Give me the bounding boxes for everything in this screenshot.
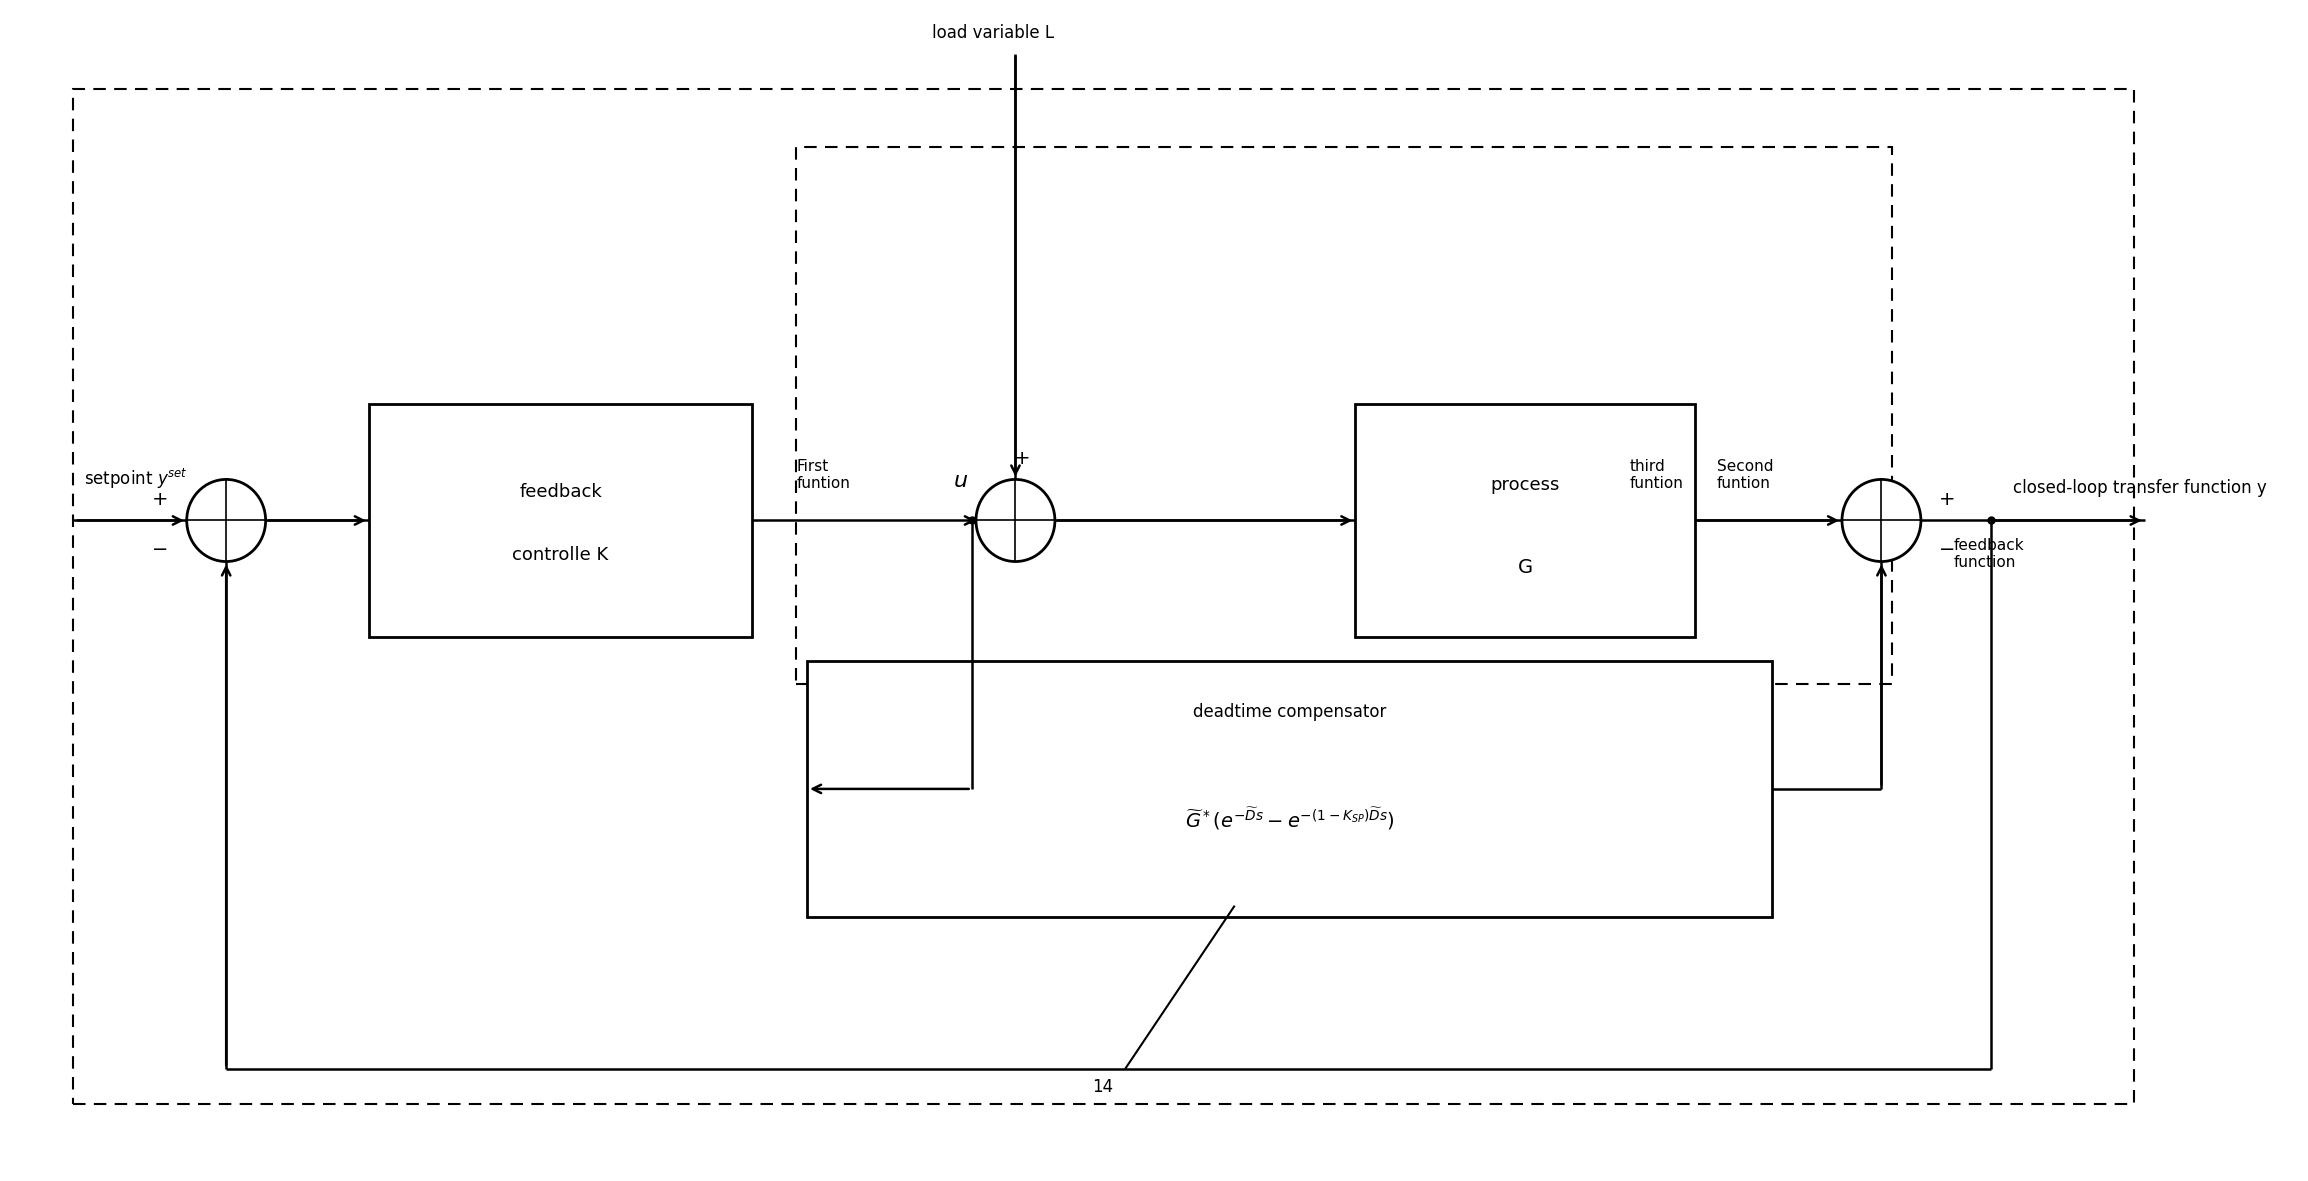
Polygon shape bbox=[369, 404, 752, 638]
Ellipse shape bbox=[1842, 479, 1920, 561]
Ellipse shape bbox=[976, 479, 1055, 561]
Text: −: − bbox=[1939, 540, 1955, 559]
Text: feedback: feedback bbox=[519, 483, 602, 502]
Polygon shape bbox=[808, 660, 1773, 918]
Text: $\widetilde{G}^*(e^{-\widetilde{D}s} - e^{-(1-K_{SP})\widetilde{D}s})$: $\widetilde{G}^*(e^{-\widetilde{D}s} - e… bbox=[1184, 807, 1394, 834]
Text: process: process bbox=[1491, 476, 1560, 495]
Text: $u$: $u$ bbox=[953, 471, 967, 491]
Text: 14: 14 bbox=[1092, 1077, 1115, 1096]
Text: third
funtion: third funtion bbox=[1629, 459, 1683, 491]
Text: +: + bbox=[1939, 490, 1955, 509]
Ellipse shape bbox=[187, 479, 265, 561]
Text: +: + bbox=[1013, 449, 1029, 468]
Text: Second
funtion: Second funtion bbox=[1717, 459, 1773, 491]
Text: +: + bbox=[152, 490, 168, 509]
Polygon shape bbox=[1355, 404, 1694, 638]
Text: setpoint $y^{set}$: setpoint $y^{set}$ bbox=[83, 468, 187, 491]
Text: −: − bbox=[152, 540, 168, 559]
Text: G: G bbox=[1519, 557, 1533, 576]
Text: First
funtion: First funtion bbox=[796, 459, 849, 491]
Text: controlle K: controlle K bbox=[512, 547, 609, 565]
Text: feedback
function: feedback function bbox=[1955, 539, 2024, 570]
Text: load variable L: load variable L bbox=[932, 24, 1055, 43]
Text: closed-loop transfer function y: closed-loop transfer function y bbox=[2013, 479, 2266, 497]
Text: deadtime compensator: deadtime compensator bbox=[1193, 703, 1387, 720]
